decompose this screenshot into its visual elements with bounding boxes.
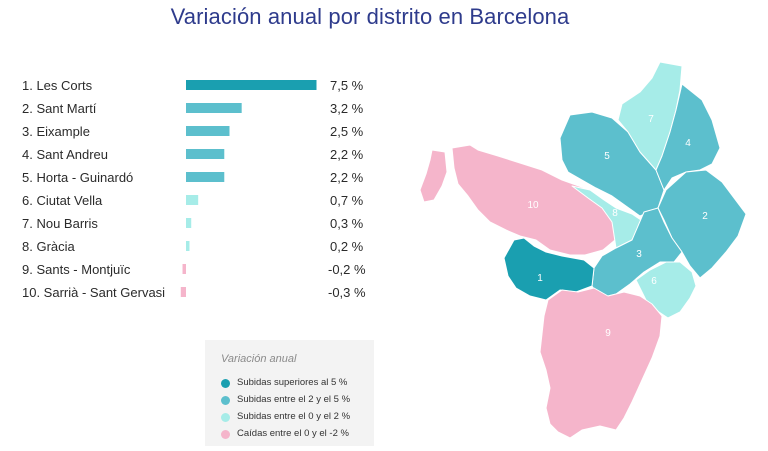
- legend-item-label: Subidas superiores al 5 %: [237, 377, 348, 388]
- bar: [180, 287, 186, 297]
- district-label-8: 8: [612, 208, 618, 219]
- category-label: 9. Sants - Montjuïc: [22, 262, 131, 277]
- bar: [186, 241, 190, 251]
- page-title: Variación anual por distrito en Barcelon…: [170, 4, 570, 29]
- bar: [186, 172, 225, 182]
- district-label-6: 6: [651, 276, 657, 287]
- district-label-2: 2: [702, 211, 708, 222]
- category-label: 10. Sarrià - Sant Gervasi: [22, 285, 165, 300]
- district-9-shape: [539, 287, 663, 439]
- legend: Variación anual Subidas superiores al 5 …: [205, 340, 374, 446]
- legend-dot: [221, 379, 230, 388]
- category-label: 4. Sant Andreu: [22, 147, 108, 162]
- district-10-enclave-shape: [419, 149, 448, 203]
- district-4-shape: [655, 83, 721, 191]
- district-label-4: 4: [685, 138, 691, 149]
- district-1-shape: [503, 237, 595, 301]
- district-3-shape: [591, 207, 683, 299]
- district-label-3: 3: [636, 249, 642, 260]
- legend-item-label: Subidas entre el 2 y el 5 %: [237, 394, 351, 405]
- value-label: 0,3 %: [330, 216, 364, 231]
- bar: [186, 103, 242, 113]
- category-label: 1. Les Corts: [22, 78, 93, 93]
- district-label-5: 5: [604, 151, 610, 162]
- bar: [186, 218, 192, 228]
- value-label: 2,2 %: [330, 170, 364, 185]
- legend-dot: [221, 396, 230, 405]
- bar: [186, 80, 317, 90]
- legend-item-label: Subidas entre el 0 y el 2 %: [237, 411, 351, 422]
- category-label: 6. Ciutat Vella: [22, 193, 103, 208]
- value-label: -0,3 %: [328, 285, 366, 300]
- bar: [182, 264, 186, 274]
- legend-dot: [221, 413, 230, 422]
- legend-item-label: Caídas entre el 0 y el -2 %: [237, 428, 349, 439]
- district-label-10: 10: [527, 200, 539, 211]
- district-10-shape: [451, 144, 616, 256]
- value-label: 7,5 %: [330, 78, 364, 93]
- category-label: 3. Eixample: [22, 124, 90, 139]
- bar: [186, 126, 230, 136]
- category-label: 5. Horta - Guinardó: [22, 170, 133, 185]
- district-label-1: 1: [537, 273, 543, 284]
- category-label: 7. Nou Barris: [22, 216, 98, 231]
- legend-title: Variación anual: [221, 353, 297, 365]
- bar: [186, 195, 199, 205]
- value-label: -0,2 %: [328, 262, 366, 277]
- legend-dot: [221, 430, 230, 439]
- value-label: 2,2 %: [330, 147, 364, 162]
- bar: [186, 149, 225, 159]
- district-5-shape: [559, 111, 665, 217]
- category-label: 2. Sant Martí: [22, 101, 97, 116]
- value-label: 0,7 %: [330, 193, 364, 208]
- value-label: 0,2 %: [330, 239, 364, 254]
- district-label-7: 7: [648, 114, 654, 125]
- value-label: 2,5 %: [330, 124, 364, 139]
- district-label-9: 9: [605, 328, 611, 339]
- category-label: 8. Gràcia: [22, 239, 76, 254]
- value-label: 3,2 %: [330, 101, 364, 116]
